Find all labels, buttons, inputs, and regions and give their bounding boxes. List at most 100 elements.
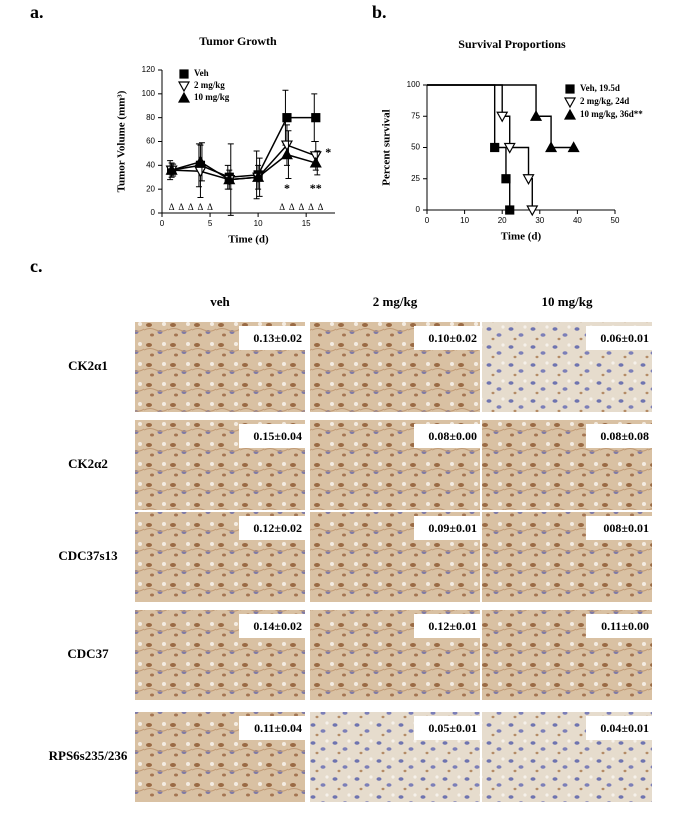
marker xyxy=(522,174,535,185)
y-tick-label: 100 xyxy=(407,80,421,89)
value-box xyxy=(239,614,305,638)
marker xyxy=(282,113,292,123)
cell-value: 0.11±0.00 xyxy=(601,619,649,633)
y-tick-label: 100 xyxy=(142,89,156,98)
marker xyxy=(311,113,321,123)
marker xyxy=(501,174,511,184)
annotation: * xyxy=(284,181,290,195)
x-tick-label: 10 xyxy=(254,219,263,228)
marker xyxy=(503,142,516,154)
marker xyxy=(280,140,293,152)
chart-title: Tumor Growth xyxy=(199,34,277,48)
y-axis-label: Percent survival xyxy=(381,109,393,185)
value-box xyxy=(414,716,480,740)
marker xyxy=(545,141,558,153)
legend-label: 2 mg/kg, 24d xyxy=(580,96,629,106)
marker xyxy=(223,173,236,185)
value-box xyxy=(414,516,480,540)
marker xyxy=(309,151,322,163)
cell-value: 0.14±0.02 xyxy=(253,619,302,633)
marker xyxy=(526,205,539,217)
cell-value: 0.08±0.00 xyxy=(428,429,477,443)
y-tick-label: 50 xyxy=(411,143,420,152)
chart-title: Survival Proportions xyxy=(458,37,566,51)
panel-label: a. xyxy=(30,2,44,22)
y-tick-label: 20 xyxy=(146,184,155,193)
y-tick-label: 40 xyxy=(146,160,155,169)
y-tick-label: 75 xyxy=(411,111,420,120)
cell-value: 0.10±0.02 xyxy=(428,331,477,345)
series-line xyxy=(171,144,317,181)
cell-value: 0.15±0.04 xyxy=(253,429,302,443)
value-box xyxy=(586,424,652,448)
x-axis-label: Time (d) xyxy=(501,231,542,243)
marker xyxy=(563,97,577,109)
treatment-marker: Δ xyxy=(188,202,194,212)
x-tick-label: 0 xyxy=(160,219,165,228)
y-tick-label: 80 xyxy=(146,113,155,122)
cell-value: 008±0.01 xyxy=(603,521,649,535)
marker xyxy=(179,69,189,79)
row-label: CK2α1 xyxy=(68,358,108,373)
marker xyxy=(530,110,543,121)
survival-step xyxy=(427,84,574,149)
value-box xyxy=(239,326,305,350)
value-box xyxy=(586,516,652,540)
legend-label: 2 mg/kg xyxy=(194,80,225,90)
x-tick-label: 5 xyxy=(208,219,213,228)
value-box xyxy=(239,716,305,740)
cell-value: 0.09±0.01 xyxy=(428,521,477,535)
cell-value: 0.04±0.01 xyxy=(600,721,649,735)
value-box xyxy=(586,326,652,350)
row-label: RPS6s235/236 xyxy=(49,748,128,763)
x-tick-label: 30 xyxy=(535,216,544,225)
x-tick-label: 20 xyxy=(498,216,507,225)
y-tick-label: 0 xyxy=(416,205,421,214)
panel-label: b. xyxy=(372,2,387,22)
cell-value: 0.06±0.01 xyxy=(600,331,649,345)
marker xyxy=(177,81,191,93)
marker xyxy=(309,156,322,168)
x-tick-label: 0 xyxy=(425,216,430,225)
column-header: veh xyxy=(210,294,230,309)
marker xyxy=(505,205,515,215)
panel-label: c. xyxy=(30,256,43,276)
series-line xyxy=(171,153,316,181)
marker xyxy=(177,91,191,103)
y-axis-label: Tumor Volume (mm³) xyxy=(116,90,128,192)
value-box xyxy=(414,326,480,350)
x-tick-label: 15 xyxy=(302,219,311,228)
marker xyxy=(280,148,293,160)
marker xyxy=(252,171,265,182)
x-tick-label: 10 xyxy=(460,216,469,225)
marker xyxy=(496,111,509,123)
marker xyxy=(567,141,580,153)
cell-value: 0.05±0.01 xyxy=(428,721,477,735)
cell-value: 0.11±0.04 xyxy=(254,721,302,735)
marker xyxy=(194,155,207,167)
treatment-marker: Δ xyxy=(178,202,184,212)
treatment-marker: Δ xyxy=(207,202,213,212)
annotation: * xyxy=(325,145,331,159)
value-box xyxy=(239,424,305,448)
marker xyxy=(563,108,577,120)
column-header: 2 mg/kg xyxy=(373,294,418,309)
value-box xyxy=(239,516,305,540)
legend-label: 10 mg/kg, 36d** xyxy=(580,109,643,119)
marker xyxy=(194,166,207,178)
legend-label: 10 mg/kg xyxy=(194,92,230,102)
x-axis-label: Time (d) xyxy=(228,234,269,246)
legend-label: Veh, 19.5d xyxy=(580,83,620,93)
x-tick-label: 40 xyxy=(573,216,582,225)
treatment-marker: Δ xyxy=(308,202,314,212)
treatment-marker: Δ xyxy=(169,202,175,212)
treatment-marker: Δ xyxy=(289,202,295,212)
row-label: CDC37 xyxy=(67,646,109,661)
value-box xyxy=(414,424,480,448)
survival-step xyxy=(427,84,533,210)
y-tick-label: 60 xyxy=(146,137,155,146)
y-tick-label: 120 xyxy=(142,65,156,74)
marker xyxy=(165,163,178,175)
cell-value: 0.08±0.08 xyxy=(600,429,649,443)
